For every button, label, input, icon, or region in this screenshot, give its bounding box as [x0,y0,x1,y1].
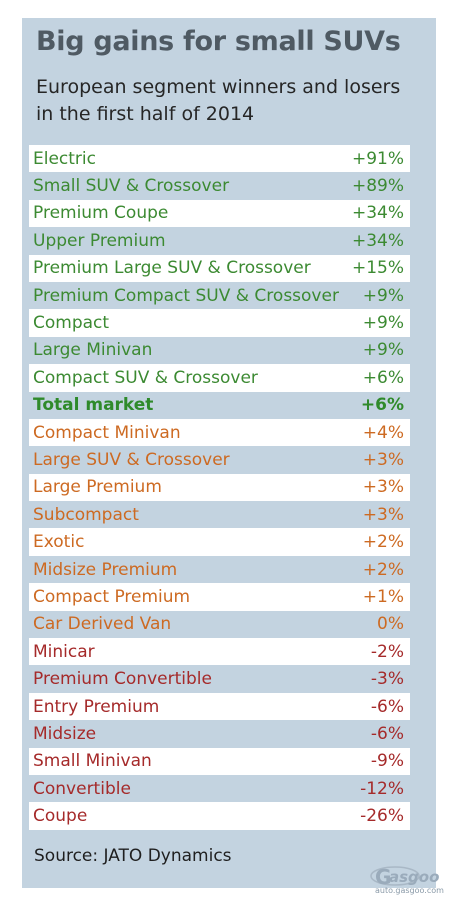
segment-change: -6% [370,723,404,744]
chart-title: Big gains for small SUVs [36,26,401,57]
segment-change: -2% [370,641,404,662]
segment-change: +15% [351,258,404,279]
table-row: Small SUV & Crossover +89% [29,172,410,199]
table-row: Large Premium +3% [29,473,410,502]
table-row: Minicar -2% [29,638,410,666]
table-row: Upper Premium +34% [29,227,410,254]
table-row: Total market +6% [29,392,410,419]
watermark-text: auto.gasgoo.com [375,886,444,895]
segment-change: +3% [362,477,404,498]
segment-change: +9% [362,313,404,334]
segment-label: Upper Premium [33,230,166,251]
segment-change: +2% [362,532,404,553]
segment-change: -6% [370,696,404,717]
svg-text:G: G [375,865,391,889]
table-row: Midsize Premium +2% [29,556,410,583]
segment-change: -9% [370,751,404,772]
table-row: Entry Premium -6% [29,692,410,721]
segment-label: Entry Premium [33,696,160,717]
segment-change: +34% [351,230,404,251]
table-row: Exotic +2% [29,528,410,556]
table-row: Coupe -26% [29,802,410,830]
segment-change: -12% [360,778,404,799]
segment-change: +91% [351,148,404,169]
segment-change: +9% [362,285,404,306]
table-row: Electric +91% [29,145,410,173]
segment-table: Electric +91% Small SUV & Crossover +89% Pre… [29,145,410,830]
segment-change: +3% [362,449,404,470]
table-row: Car Derived Van 0% [29,611,410,638]
segment-change: -26% [360,806,404,827]
segment-label: Coupe [33,806,88,827]
segment-label: Premium Coupe [33,203,169,224]
segment-label: Small Minivan [33,751,152,772]
segment-label: Compact Minivan [33,422,181,443]
segment-label: Premium Large SUV & Crossover [33,258,311,279]
segment-label: Large Premium [33,477,162,498]
table-row: Premium Coupe +34% [29,199,410,228]
segment-change: +6% [360,395,404,416]
gasgoo-logo: asgoo G [370,865,439,889]
segment-change: -3% [370,669,404,690]
segment-change: +9% [362,340,404,361]
svg-text:asgoo: asgoo [389,868,439,886]
segment-change: +89% [351,176,404,197]
segment-label: Premium Compact SUV & Crossover [33,285,339,306]
segment-label: Exotic [33,532,85,553]
table-row: Compact Minivan +4% [29,418,410,447]
segment-label: Convertible [33,778,131,799]
segment-label: Minicar [33,641,95,662]
segment-label: Total market [33,395,154,416]
segment-change: 0% [377,614,404,635]
table-row: Subcompact +3% [29,501,410,528]
table-row: Small Minivan -9% [29,747,410,775]
segment-label: Small SUV & Crossover [33,176,230,197]
segment-change: +4% [362,422,404,443]
segment-label: Compact SUV & Crossover [33,367,258,388]
segment-label: Large SUV & Crossover [33,449,230,470]
chart-subtitle: European segment winners and losers in t… [36,76,401,125]
segment-change: +34% [351,203,404,224]
segment-change: +2% [362,559,404,580]
table-row: Premium Convertible -3% [29,665,410,692]
segment-label: Electric [33,148,96,169]
segment-label: Midsize [33,723,97,744]
segment-label: Subcompact [33,504,139,525]
segment-label: Midsize Premium [33,559,178,580]
table-row: Large SUV & Crossover +3% [29,446,410,473]
table-row: Premium Large SUV & Crossover +15% [29,254,410,282]
source-note: Source: JATO Dynamics [34,846,232,866]
segment-change: +3% [362,504,404,525]
segment-label: Compact Premium [33,586,191,607]
segment-change: +6% [362,367,404,388]
table-row: Midsize -6% [29,720,410,747]
segment-label: Car Derived Van [33,614,172,635]
segment-change: +1% [362,586,404,607]
table-row: Large Minivan +9% [29,337,410,364]
table-row: Compact +9% [29,309,410,337]
segment-label: Compact [33,313,110,334]
segment-label: Premium Convertible [33,669,212,690]
table-row: Convertible -12% [29,775,410,802]
table-row: Premium Compact SUV & Crossover +9% [29,282,410,309]
table-row: Compact SUV & Crossover +6% [29,364,410,392]
table-row: Compact Premium +1% [29,583,410,611]
segment-label: Large Minivan [33,340,153,361]
